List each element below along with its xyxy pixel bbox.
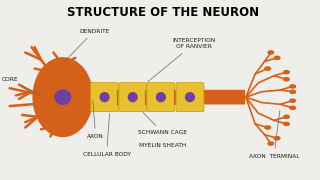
Ellipse shape: [100, 93, 109, 102]
Ellipse shape: [186, 93, 194, 102]
Text: CORE: CORE: [1, 77, 40, 95]
Ellipse shape: [156, 93, 165, 102]
Text: CELLULAR BODY: CELLULAR BODY: [83, 113, 131, 157]
Circle shape: [268, 51, 274, 54]
FancyBboxPatch shape: [119, 83, 147, 112]
Ellipse shape: [128, 93, 137, 102]
Circle shape: [290, 106, 296, 109]
Text: MYELIN SHEATH: MYELIN SHEATH: [139, 143, 187, 148]
Text: AXON: AXON: [87, 100, 104, 139]
Text: AXON  TERMINAL: AXON TERMINAL: [249, 111, 299, 159]
Text: INTERCEPTION
OF RANVIER: INTERCEPTION OF RANVIER: [148, 38, 216, 82]
Circle shape: [265, 126, 270, 129]
Ellipse shape: [33, 58, 92, 136]
FancyBboxPatch shape: [91, 83, 118, 112]
Ellipse shape: [55, 90, 71, 104]
Text: STRUCTURE OF THE NEURON: STRUCTURE OF THE NEURON: [67, 6, 259, 19]
Text: SCHWANN CAGE: SCHWANN CAGE: [139, 112, 188, 135]
Text: DENDRITE: DENDRITE: [65, 29, 109, 61]
Circle shape: [290, 99, 296, 102]
Circle shape: [290, 85, 296, 88]
FancyBboxPatch shape: [147, 83, 175, 112]
Circle shape: [265, 67, 270, 70]
Circle shape: [274, 137, 280, 140]
Circle shape: [284, 115, 289, 118]
Circle shape: [284, 122, 289, 125]
Circle shape: [268, 142, 274, 145]
FancyBboxPatch shape: [88, 90, 245, 104]
Circle shape: [284, 78, 289, 81]
FancyBboxPatch shape: [176, 83, 204, 112]
Circle shape: [274, 56, 280, 59]
Circle shape: [290, 90, 296, 93]
Circle shape: [284, 71, 289, 74]
